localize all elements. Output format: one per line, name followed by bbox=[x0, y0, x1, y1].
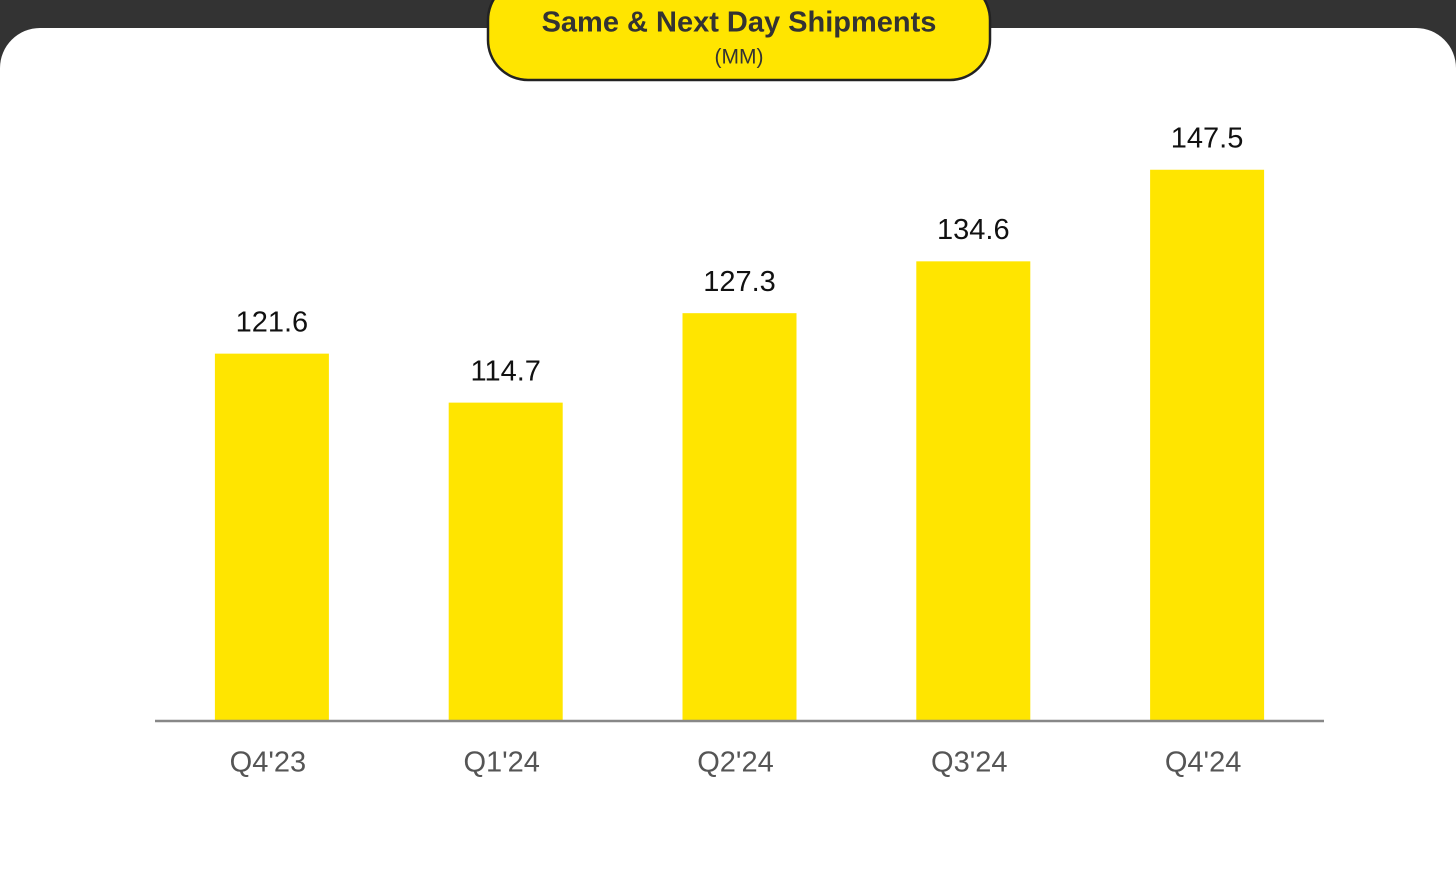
chart-subtitle: (MM) bbox=[715, 46, 764, 69]
chart-title: Same & Next Day Shipments bbox=[542, 7, 937, 39]
title-pill bbox=[486, 0, 992, 82]
x-tick-label: Q4'23 bbox=[230, 747, 306, 779]
x-tick-label: Q1'24 bbox=[463, 747, 539, 779]
value-label: 114.7 bbox=[470, 355, 540, 387]
x-tick-label: Q2'24 bbox=[697, 747, 773, 779]
bar bbox=[682, 313, 797, 720]
value-label: 134.6 bbox=[937, 214, 1010, 246]
bar bbox=[214, 353, 329, 720]
bar bbox=[916, 261, 1031, 720]
bar bbox=[448, 402, 563, 720]
value-label: 147.5 bbox=[1171, 122, 1244, 154]
value-label: 121.6 bbox=[236, 306, 309, 338]
bar bbox=[1150, 169, 1265, 720]
value-label: 127.3 bbox=[703, 266, 776, 298]
x-tick-label: Q4'24 bbox=[1165, 747, 1241, 779]
x-tick-label: Q3'24 bbox=[931, 747, 1007, 779]
